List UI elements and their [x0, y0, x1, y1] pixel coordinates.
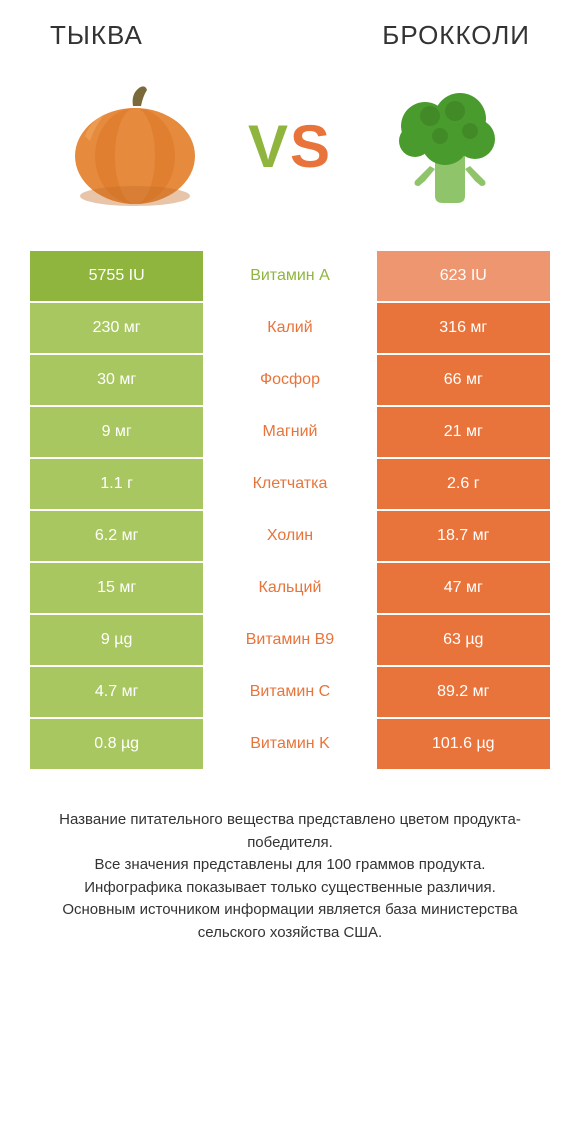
- nutrient-row: 9 мгМагний21 мг: [30, 407, 550, 457]
- nutrient-name: Витамин A: [203, 251, 376, 301]
- right-value: 316 мг: [377, 303, 550, 353]
- vs-v: V: [248, 113, 290, 180]
- vs-row: VS: [30, 61, 550, 251]
- nutrient-name: Витамин C: [203, 667, 376, 717]
- nutrient-row: 6.2 мгХолин18.7 мг: [30, 511, 550, 561]
- broccoli-icon: [370, 71, 520, 221]
- nutrient-row: 5755 IUВитамин A623 IU: [30, 251, 550, 301]
- left-value: 9 мг: [30, 407, 203, 457]
- right-value: 21 мг: [377, 407, 550, 457]
- nutrient-name: Витамин B9: [203, 615, 376, 665]
- left-value: 6.2 мг: [30, 511, 203, 561]
- left-value: 0.8 µg: [30, 719, 203, 769]
- left-value: 5755 IU: [30, 251, 203, 301]
- nutrient-name: Кальций: [203, 563, 376, 613]
- right-value: 2.6 г: [377, 459, 550, 509]
- nutrient-row: 9 µgВитамин B963 µg: [30, 615, 550, 665]
- nutrient-row: 15 мгКальций47 мг: [30, 563, 550, 613]
- nutrient-row: 1.1 гКлетчатка2.6 г: [30, 459, 550, 509]
- left-value: 15 мг: [30, 563, 203, 613]
- right-value: 101.6 µg: [377, 719, 550, 769]
- nutrient-row: 30 мгФосфор66 мг: [30, 355, 550, 405]
- nutrient-name: Фосфор: [203, 355, 376, 405]
- nutrient-name: Магний: [203, 407, 376, 457]
- left-value: 4.7 мг: [30, 667, 203, 717]
- left-value: 30 мг: [30, 355, 203, 405]
- nutrient-row: 230 мгКалий316 мг: [30, 303, 550, 353]
- right-product-title: БРОККОЛИ: [382, 20, 530, 51]
- header: ТЫКВА БРОККОЛИ: [30, 20, 550, 61]
- right-value: 47 мг: [377, 563, 550, 613]
- nutrient-name: Витамин K: [203, 719, 376, 769]
- nutrient-row: 4.7 мгВитамин C89.2 мг: [30, 667, 550, 717]
- left-value: 230 мг: [30, 303, 203, 353]
- pumpkin-icon: [60, 71, 210, 221]
- left-product-title: ТЫКВА: [50, 20, 143, 51]
- right-value: 66 мг: [377, 355, 550, 405]
- vs-s: S: [290, 113, 332, 180]
- right-value: 18.7 мг: [377, 511, 550, 561]
- nutrient-name: Калий: [203, 303, 376, 353]
- nutrient-name: Клетчатка: [203, 459, 376, 509]
- nutrient-row: 0.8 µgВитамин K101.6 µg: [30, 719, 550, 769]
- footnote-text: Название питательного вещества представл…: [30, 809, 550, 944]
- left-value: 1.1 г: [30, 459, 203, 509]
- nutrient-name: Холин: [203, 511, 376, 561]
- left-value: 9 µg: [30, 615, 203, 665]
- right-value: 63 µg: [377, 615, 550, 665]
- right-value: 89.2 мг: [377, 667, 550, 717]
- nutrient-table: 5755 IUВитамин A623 IU230 мгКалий316 мг3…: [30, 251, 550, 769]
- right-value: 623 IU: [377, 251, 550, 301]
- vs-label: VS: [248, 112, 332, 181]
